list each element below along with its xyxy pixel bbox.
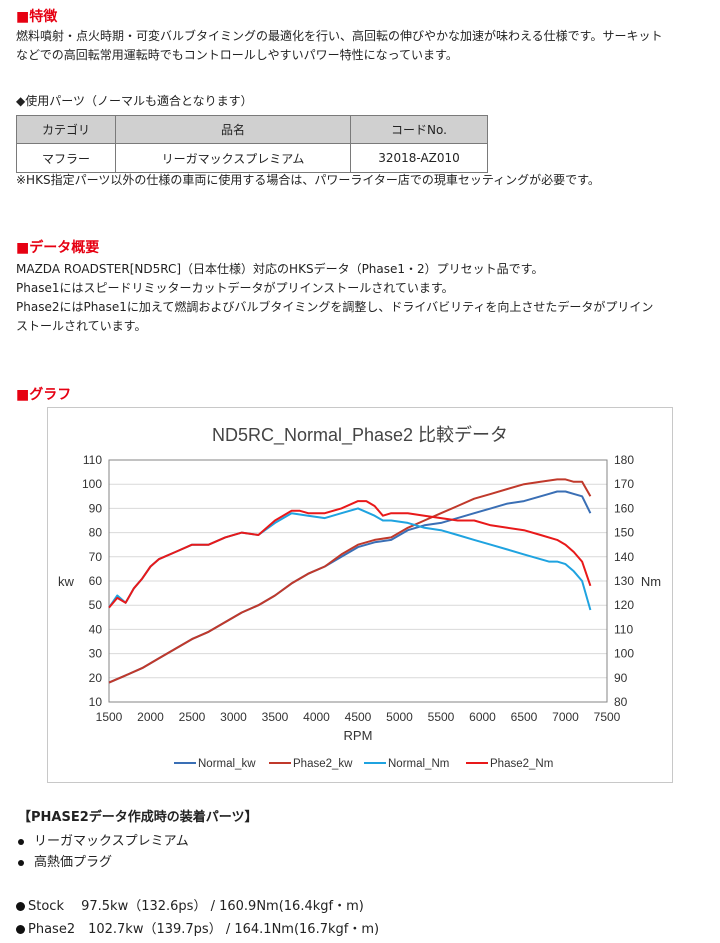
plot-area [108,459,608,703]
y2-axis-ticks: 80 90 100 110 120 130 140 150 160 170 180 [614,453,634,709]
parts-title: ◆使用パーツ（ノーマルも適合となります） [16,94,253,108]
parts-note: ※HKS指定パーツ以外の仕様の車両に使用する場合は、パワーライター店での現車セッ… [16,173,600,187]
x-tick-label: 2500 [179,710,206,724]
y-tick-label: 100 [82,477,102,491]
x-tick-label: 7000 [552,710,579,724]
y-tick-label: 60 [89,574,103,588]
y2-tick-label: 170 [614,477,634,491]
y-tick-label: 110 [83,453,102,467]
y-axis-ticks: 10 20 30 40 50 60 70 80 90 100 110 [82,453,102,709]
x-tick-label: 7500 [594,710,621,724]
features-text: 燃料噴射・点火時期・可変バルブタイミングの最適化を行い、高回転の伸びやかな加速が… [16,27,706,65]
y2-tick-label: 160 [614,501,634,515]
cell-category: マフラー [16,143,116,173]
equipment-item: 高熱価プラグ [18,851,112,870]
parts-table-header: カテゴリ 品名 コードNo. [16,115,488,144]
features-heading: ■特徴 [16,9,58,25]
legend-label: Normal_Nm [388,758,449,770]
features-line: などでの高回転常用運転時でもコントロールしやすいパワー特性になっています。 [16,48,458,62]
chart-title: ND5RC_Normal_Phase2 比較データ [212,425,508,446]
y2-tick-label: 140 [614,550,634,564]
spec-phase2: Phase2 102.7kw（139.7ps） / 164.1Nm(16.7kg… [16,918,379,937]
equipment-item-label: 高熱価プラグ [34,855,113,870]
y2-tick-label: 100 [614,647,634,661]
spec-phase2-text: Phase2 102.7kw（139.7ps） / 164.1Nm(16.7kg… [28,922,380,937]
overview-line: Phase1にはスピードリミッターカットデータがプリインストールされています。 [16,281,454,295]
y-tick-label: 80 [89,526,103,540]
header-category: カテゴリ [16,115,116,144]
bullet-icon [16,902,25,911]
table-row: マフラー リーガマックスプレミアム 32018-AZ010 [16,143,488,173]
chart-legend: Normal_kw Phase2_kw Normal_Nm Phase2_Nm [174,758,553,770]
y2-tick-label: 90 [614,671,628,685]
x-tick-label: 1500 [96,710,123,724]
series-line-phase2-nm [108,500,592,609]
x-tick-label: 3500 [262,710,289,724]
equipment-title: 【PHASE2データ作成時の装着パーツ】 [18,810,258,825]
x-tick-label: 5500 [428,710,455,724]
header-product: 品名 [115,115,351,144]
graph-heading: ■グラフ [16,387,72,403]
legend-label: Normal_kw [198,758,256,770]
chart-svg: ND5RC_Normal_Phase2 比較データ 1500 2000 2500 30… [58,425,661,770]
y-tick-label: 10 [89,695,103,709]
overview-line: Phase2にはPhase1に加えて燃調およびバルブタイミングを調整し、ドライバ… [16,300,654,314]
series-line-normal-nm [108,507,592,611]
y2-tick-label: 180 [614,453,634,467]
y-tick-label: 50 [89,598,103,612]
cell-code: 32018-AZ010 [350,143,488,173]
y-tick-label: 30 [89,647,103,661]
y-tick-label: 40 [89,622,103,636]
y2-tick-label: 130 [614,574,634,588]
parts-table: カテゴリ 品名 コードNo. マフラー リーガマックスプレミアム 32018-A… [16,115,488,173]
overview-line: ストールされています。 [16,319,147,333]
overview-heading: ■データ概要 [16,240,100,256]
y2-axis-label: Nm [641,574,661,589]
y2-tick-label: 110 [614,622,633,636]
equipment-item: リーガマックスプレミアム [18,830,189,849]
chart-container: ND5RC_Normal_Phase2 比較データ 1500 2000 2500 30… [47,407,673,783]
y2-tick-label: 120 [614,598,634,612]
cell-product: リーガマックスプレミアム [115,143,351,173]
equipment-item-label: リーガマックスプレミアム [34,834,189,849]
overview-text: MAZDA ROADSTER[ND5RC]（日本仕様）対応のHKSデータ（Pha… [16,260,706,336]
x-tick-label: 4000 [303,710,330,724]
y-tick-label: 20 [89,671,103,685]
x-axis-ticks: 1500 2000 2500 3000 3500 4000 4500 5000 5500 6000… [96,710,621,724]
bullet-icon [16,925,25,934]
overview-line: MAZDA ROADSTER[ND5RC]（日本仕様）対応のHKSデータ（Pha… [16,262,544,276]
legend-label: Phase2_Nm [490,758,553,770]
header-code: コードNo. [350,115,488,144]
spec-stock: Stock 97.5kw（132.6ps） / 160.9Nm(16.4kgf・… [16,895,364,914]
x-tick-label: 6000 [469,710,496,724]
x-tick-label: 2000 [137,710,164,724]
y2-tick-label: 80 [614,695,628,709]
x-tick-label: 3000 [220,710,247,724]
y-axis-label: kw [58,574,75,589]
bullet-icon [18,838,24,845]
y-tick-label: 70 [89,550,103,564]
legend-label: Phase2_kw [293,758,353,770]
features-line: 燃料噴射・点火時期・可変バルブタイミングの最適化を行い、高回転の伸びやかな加速が… [16,29,663,43]
spec-stock-text: Stock 97.5kw（132.6ps） / 160.9Nm(16.4kgf・… [28,899,364,914]
y2-tick-label: 150 [614,526,634,540]
x-tick-label: 5000 [386,710,413,724]
x-tick-label: 4500 [345,710,372,724]
chart-series [108,478,592,684]
y-tick-label: 90 [89,501,103,515]
x-axis-label: RPM [344,728,373,743]
bullet-icon [18,859,24,866]
chart-grid [109,459,607,703]
x-tick-label: 6500 [511,710,538,724]
series-line-phase2-kw [108,478,592,684]
